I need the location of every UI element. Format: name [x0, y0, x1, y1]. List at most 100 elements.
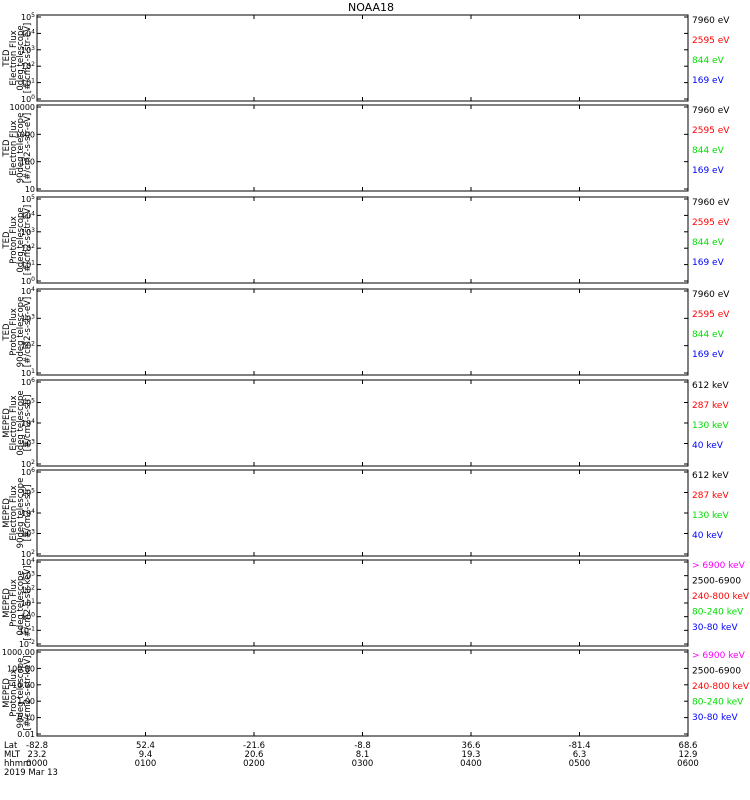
y-tick-label: 103: [21, 227, 35, 237]
y-axis-label-line: 0deg telescope: [16, 207, 26, 272]
y-axis-label-line: TED: [2, 49, 12, 68]
footer-value: 23.2: [28, 750, 47, 760]
y-tick-label: 102: [21, 243, 35, 253]
footer-value: 9.4: [139, 750, 153, 760]
legend-entry: > 6900 keV: [692, 561, 746, 571]
plot-frame: [36, 288, 689, 376]
plot-frame: [36, 559, 689, 647]
legend-entry: 2500-6900: [692, 667, 741, 677]
legend-entry: 7960 eV: [692, 16, 730, 26]
y-tick-label: 104: [21, 28, 35, 38]
y-axis-label-line: 0deg telescope: [16, 390, 26, 455]
legend-entry: 80-240 keV: [692, 698, 744, 708]
y-axis-label-line: [#/cm2-s-str-eV]: [23, 297, 33, 367]
plot-frame: [36, 469, 689, 557]
legend-entry: 844 eV: [692, 238, 725, 248]
footer-value: 52.4: [136, 741, 155, 751]
y-tick-label: 103: [21, 571, 35, 581]
legend-entry: 2595 eV: [692, 218, 730, 228]
y-tick-label: 102: [21, 459, 35, 469]
legend-entry: 7960 eV: [692, 106, 730, 116]
legend-entry: 2500-6900: [692, 577, 741, 587]
y-tick-label: 101: [21, 598, 35, 608]
legend-entry: 7960 eV: [692, 290, 730, 300]
y-tick-label: 10-2: [19, 639, 35, 649]
y-axis-label-line: 0deg telescope: [16, 25, 26, 90]
legend-entry: 612 keV: [692, 381, 729, 391]
y-tick-label: 0.10: [17, 714, 35, 723]
footer-value: 68.6: [679, 741, 698, 751]
y-tick-label: 102: [21, 341, 35, 351]
footer-value: 8.1: [356, 750, 370, 760]
legend-entry: 30-80 keV: [692, 623, 738, 633]
y-tick-label: 104: [21, 286, 35, 296]
y-tick-label: 10000: [10, 103, 35, 112]
y-axis-label-line: Proton Flux: [9, 669, 19, 717]
y-axis-label-line: 90deg telescope: [16, 297, 26, 368]
legend-entry: 130 keV: [692, 421, 729, 431]
footer-value: 0300: [352, 759, 374, 769]
plot-frame: [36, 196, 689, 284]
y-tick-label: 101: [21, 368, 35, 378]
y-axis-label-line: TED: [2, 139, 12, 158]
plot-frame: [36, 379, 689, 467]
footer-value: 36.6: [462, 741, 481, 751]
legend-entry: 844 eV: [692, 146, 725, 156]
legend-entry: 287 keV: [692, 401, 729, 411]
footer-value: 20.6: [245, 750, 264, 760]
footer-value: -82.8: [26, 741, 48, 751]
y-axis-label-line: MEPED: [2, 408, 12, 438]
plot-frame: [36, 14, 689, 102]
y-tick-label: 100: [21, 612, 35, 622]
legend-entry: 40 keV: [692, 441, 724, 451]
y-tick-label: 103: [21, 439, 35, 449]
y-tick-label: 102: [21, 549, 35, 559]
y-axis-label-line: Proton Flux: [9, 216, 19, 264]
y-axis-label-line: Electron Flux: [9, 120, 19, 175]
legend-entry: 844 eV: [692, 330, 725, 340]
footer-value: 0500: [569, 759, 591, 769]
y-axis-label-line: [#/cm2-s-str-eV]: [23, 23, 33, 93]
y-tick-label: 101: [21, 78, 35, 88]
footer-value: 0400: [460, 759, 482, 769]
legend-entry: 169 eV: [692, 166, 725, 176]
y-axis-label-line: Proton Flux: [9, 308, 19, 356]
plot-frame: [36, 649, 689, 737]
y-axis-label-line: 0deg telescope: [16, 570, 26, 635]
y-axis-label-line: [#/cm2-s-str]: [23, 485, 33, 542]
y-tick-label: 106: [21, 467, 35, 477]
y-tick-label: 10.00: [12, 681, 35, 690]
y-tick-label: 1.00: [17, 697, 35, 706]
legend-entry: 2595 eV: [692, 310, 730, 320]
y-axis-label-line: 90deg telescope: [16, 658, 26, 729]
legend-entry: 130 keV: [692, 511, 729, 521]
y-axis-label-line: TED: [2, 231, 12, 250]
y-tick-label: 104: [21, 557, 35, 567]
y-axis-label-line: MEPED: [2, 588, 12, 618]
y-axis-label-line: [#/cm2-s-str]: [23, 395, 33, 452]
panel-8: 0.01 0.10 1.00 10.00 100.00 1000.00 MEPEDProto…: [2, 648, 750, 739]
footer-value: 0000: [26, 759, 48, 769]
legend-entry: > 6900 keV: [692, 651, 746, 661]
y-tick-label: 1000: [15, 130, 35, 139]
legend-entry: 7960 eV: [692, 198, 730, 208]
y-axis-label-line: 90deg telescope: [16, 113, 26, 184]
y-tick-label: 102: [21, 61, 35, 71]
legend-entry: 240-800 keV: [692, 682, 750, 692]
y-tick-label: 100: [21, 276, 35, 286]
legend-entry: 240-800 keV: [692, 592, 750, 602]
legend-entry: 169 eV: [692, 258, 725, 268]
y-axis-label-line: Electron Flux: [9, 395, 19, 450]
y-tick-label: 104: [21, 508, 35, 518]
footer-row-label: Lat: [4, 741, 18, 751]
y-tick-label: 100.00: [7, 664, 35, 673]
footer-date: 2019 Mar 13: [4, 768, 58, 778]
y-axis-label-line: Proton Flux: [9, 579, 19, 627]
